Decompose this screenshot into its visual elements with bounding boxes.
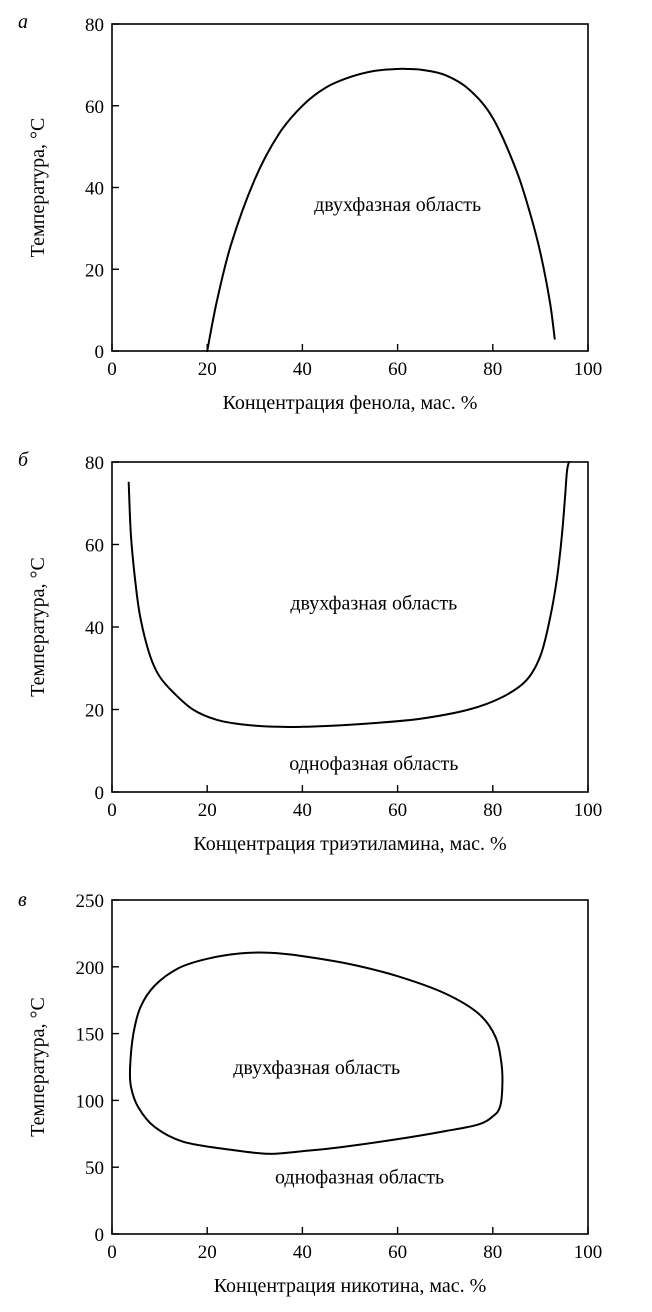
x-tick-label: 20 <box>198 1242 217 1263</box>
plot-frame <box>111 461 589 793</box>
coexistence-curve-0 <box>206 67 556 352</box>
y-axis-title: Температура, °C <box>27 557 49 697</box>
x-tick-label: 40 <box>293 1242 312 1263</box>
y-tick-label: 40 <box>85 618 104 639</box>
region-label: однофазная область <box>289 753 458 775</box>
plot-frame <box>111 899 589 1235</box>
y-tick-label: 0 <box>95 783 105 804</box>
x-tick-label: 80 <box>483 1242 502 1263</box>
x-axis-title: Концентрация фенола, мас. % <box>223 392 478 414</box>
y-tick-label: 40 <box>85 179 104 200</box>
y-tick-label: 150 <box>76 1025 105 1046</box>
coexistence-curve-0 <box>127 461 570 729</box>
x-tick-label: 100 <box>574 800 603 821</box>
y-tick-label: 50 <box>85 1158 104 1179</box>
x-tick-label: 80 <box>483 800 502 821</box>
region-label: двухфазная область <box>290 592 457 614</box>
panel-b: б 0 20 40 60 80 100 0 20 40 60 80 Концентрация триэт… <box>18 449 602 855</box>
x-tick-label: 40 <box>293 359 312 380</box>
y-axis-title: Температура, °C <box>27 118 49 258</box>
y-tick-label: 20 <box>85 260 104 281</box>
y-tick-label: 80 <box>85 453 104 474</box>
region-label: двухфазная область <box>233 1057 400 1079</box>
x-tick-label: 0 <box>107 359 117 380</box>
y-axis-title: Температура, °C <box>27 997 49 1137</box>
x-tick-label: 40 <box>293 800 312 821</box>
y-tick-label: 100 <box>76 1091 105 1112</box>
plot-frame <box>111 23 589 352</box>
y-tick-label: 20 <box>85 701 104 722</box>
x-tick-label: 60 <box>388 800 407 821</box>
x-tick-label: 60 <box>388 359 407 380</box>
y-tick-label: 60 <box>85 536 104 557</box>
region-label: однофазная область <box>275 1167 444 1189</box>
x-tick-label: 20 <box>198 800 217 821</box>
x-tick-label: 20 <box>198 359 217 380</box>
panel-letter: б <box>18 449 29 471</box>
x-axis-title: Концентрация триэтиламина, мас. % <box>193 833 506 855</box>
x-tick-label: 60 <box>388 1242 407 1263</box>
x-tick-label: 0 <box>107 1242 117 1263</box>
region-label: двухфазная область <box>314 194 481 216</box>
y-tick-label: 0 <box>95 342 105 363</box>
x-tick-label: 80 <box>483 359 502 380</box>
x-axis-title: Концентрация никотина, мас. % <box>214 1275 487 1297</box>
y-tick-label: 0 <box>95 1225 105 1246</box>
panel-c: в 0 20 40 60 80 100 0 50 100 150 200 250 Концентрация… <box>18 889 602 1297</box>
coexistence-curve-0 <box>128 951 504 1155</box>
y-tick-label: 200 <box>76 958 105 979</box>
y-tick-label: 80 <box>85 15 104 36</box>
panel-letter: а <box>18 11 28 33</box>
x-tick-label: 100 <box>574 1242 603 1263</box>
y-tick-label: 60 <box>85 97 104 118</box>
panel-letter: в <box>18 889 27 911</box>
x-tick-label: 0 <box>107 800 117 821</box>
x-tick-label: 100 <box>574 359 603 380</box>
y-tick-label: 250 <box>76 891 105 912</box>
